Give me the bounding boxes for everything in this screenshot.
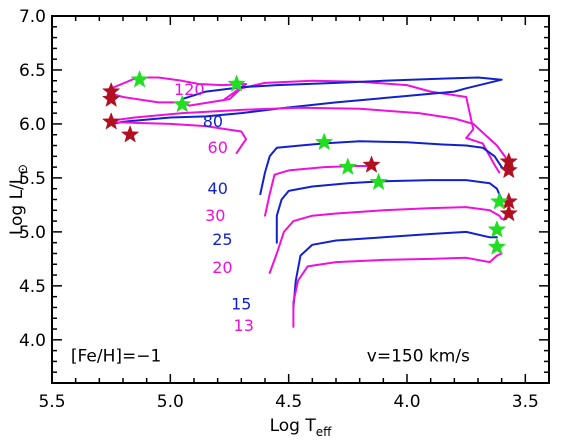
y-axis-title-base: Log L/L (7, 174, 27, 235)
track-13-label: 13 (234, 316, 254, 335)
x-tick-label: 4.5 (275, 392, 302, 412)
x-axis-title-base: Log T (270, 416, 317, 436)
x-axis-title-sub: eff (316, 425, 332, 439)
track-15-line (292, 230, 498, 309)
green-star-marker-12 (314, 132, 334, 151)
chart-annotation-1: v=150 km/s (367, 346, 470, 366)
x-tick-label: 5.5 (38, 392, 65, 412)
track-20-label: 20 (212, 258, 232, 277)
y-axis-title-sub: ⊙ (16, 164, 31, 175)
chart-annotation-0: [Fe/H]=−1 (71, 346, 161, 366)
y-tick-label: 7.0 (19, 7, 46, 27)
track-80-line (110, 76, 503, 125)
y-tick-label: 4.5 (19, 277, 46, 297)
y-tick-label: 6.0 (19, 115, 46, 135)
marker-layer (101, 69, 518, 255)
track-25-label: 25 (212, 230, 232, 249)
series-label-layer: 120 80 60 40 30 25 20 15 13 (174, 80, 254, 335)
track-30-line (264, 164, 373, 217)
track-13-line (292, 252, 503, 328)
track-120-label: 120 (174, 80, 205, 99)
track-60-line (110, 106, 508, 160)
green-star-marker-17 (487, 237, 507, 255)
track-120-line (110, 76, 501, 174)
red-star-marker-2 (101, 112, 121, 130)
x-tick-label: 4.0 (393, 392, 420, 412)
annotation-layer: [Fe/H]=−1 v=150 km/s (71, 346, 470, 366)
y-axis-title: Log L/L⊙ (7, 164, 31, 235)
red-star-marker-8 (499, 203, 518, 222)
y-tick-label: 6.5 (19, 61, 46, 81)
green-star-marker-14 (369, 172, 388, 191)
tick-layer: 5.5 5.0 4.5 4.0 3.5 4.0 4.5 5.0 5.5 6.0 6.5 7.0 (19, 7, 549, 412)
y-tick-label: 5.5 (19, 169, 46, 189)
red-star-marker-6 (499, 160, 518, 179)
track-30-label: 30 (205, 206, 225, 225)
y-tick-label: 5.0 (19, 223, 46, 243)
green-star-marker-13 (338, 157, 358, 175)
track-80-label: 80 (203, 112, 223, 131)
y-tick-label: 4.0 (19, 331, 46, 351)
track-60-label: 60 (208, 138, 228, 157)
green-star-marker-10 (227, 74, 246, 92)
green-star-marker-11 (172, 94, 192, 113)
track-15-label: 15 (231, 295, 251, 314)
red-star-marker-3 (120, 124, 140, 143)
green-star-marker-9 (130, 69, 149, 88)
x-tick-label: 5.0 (157, 392, 184, 412)
track-20-line (268, 206, 508, 274)
red-star-marker-1 (101, 89, 121, 107)
x-tick-label: 3.5 (512, 392, 539, 412)
red-star-marker-4 (362, 155, 381, 173)
track-40-label: 40 (208, 179, 228, 198)
green-star-marker-15 (490, 191, 509, 210)
x-axis-title: Log Teff (270, 416, 333, 439)
track-40-line (259, 140, 508, 196)
green-star-marker-16 (487, 219, 507, 238)
